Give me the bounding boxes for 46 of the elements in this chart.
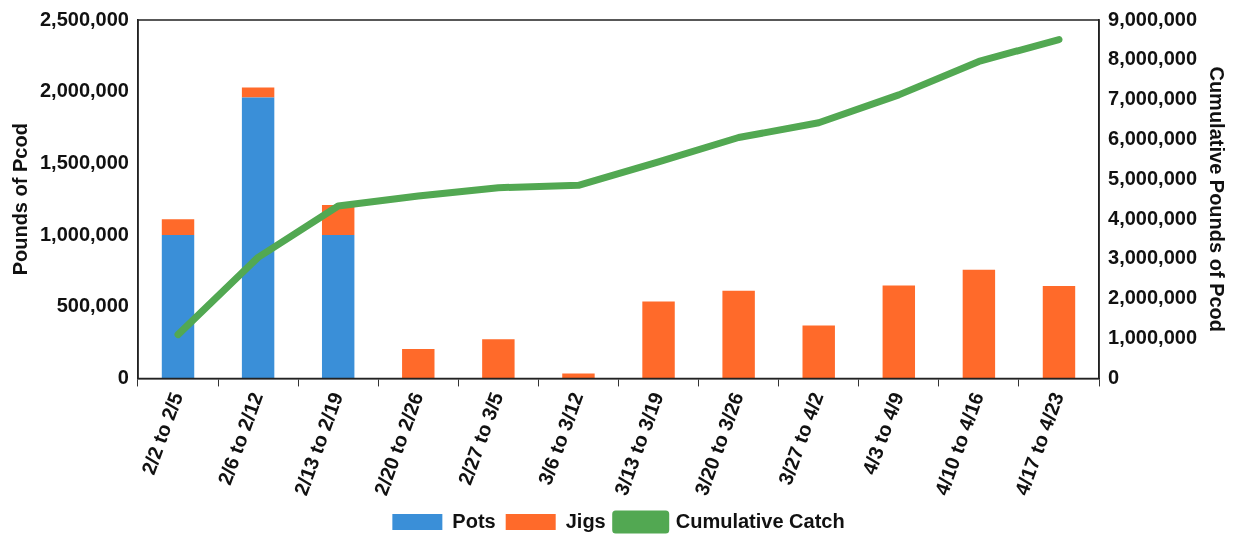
x-tick-label: 2/13 to 2/19 xyxy=(289,389,348,499)
legend-label: Jigs xyxy=(565,509,606,532)
bar xyxy=(642,301,675,379)
x-tick-label: 2/2 to 2/5 xyxy=(137,389,187,478)
bar xyxy=(722,290,755,379)
y-tick-label: 2,500,000 xyxy=(39,7,129,30)
x-tick-label: 4/10 to 4/16 xyxy=(930,389,988,499)
y-tick-label: 2,000,000 xyxy=(39,79,129,102)
x-tick-label: 4/3 to 4/9 xyxy=(857,389,908,478)
y2-tick-label: 0 xyxy=(1108,365,1120,388)
y2-tick-label: 2,000,000 xyxy=(1108,286,1198,309)
y2-tick-label: 6,000,000 xyxy=(1108,127,1198,149)
y-tick-label: 1,500,000 xyxy=(39,150,129,173)
y2-axis-title: Cumulative Pounds of Pcod xyxy=(1206,66,1229,333)
bar xyxy=(321,235,355,379)
y2-tick-label: 4,000,000 xyxy=(1108,206,1198,229)
x-tick-label: 2/27 to 3/5 xyxy=(453,389,508,488)
y2-tick-label: 3,000,000 xyxy=(1108,246,1198,269)
bar xyxy=(161,235,195,379)
x-tick-label: 3/13 to 3/19 xyxy=(609,389,668,499)
bar xyxy=(882,285,916,379)
bar xyxy=(161,219,195,236)
y-tick-label: 500,000 xyxy=(56,294,129,317)
y-tick-label: 0 xyxy=(117,365,129,388)
x-tick-label: 3/27 to 4/2 xyxy=(773,389,828,488)
legend-label: Pots xyxy=(452,509,496,532)
bar xyxy=(962,269,996,379)
x-tick-label: 2/6 to 2/12 xyxy=(213,389,268,488)
y2-tick-label: 9,000,000 xyxy=(1108,7,1198,30)
x-tick-label: 3/6 to 3/12 xyxy=(533,389,588,488)
x-tick-label: 4/17 to 4/23 xyxy=(1010,389,1068,499)
bar xyxy=(241,87,275,98)
bar xyxy=(1042,285,1076,379)
x-tick-label: 3/20 to 3/26 xyxy=(690,389,748,499)
bar xyxy=(482,339,515,379)
y-axis-title: Pounds of Pcod xyxy=(8,123,31,276)
bar xyxy=(241,97,275,379)
y2-tick-label: 1,000,000 xyxy=(1108,326,1198,349)
x-tick-label: 2/20 to 2/26 xyxy=(369,389,428,499)
y2-tick-label: 8,000,000 xyxy=(1108,47,1198,70)
bar xyxy=(802,325,835,379)
bar xyxy=(402,349,435,379)
y2-tick-label: 5,000,000 xyxy=(1108,166,1198,189)
y2-tick-label: 7,000,000 xyxy=(1108,87,1198,110)
y-tick-label: 1,000,000 xyxy=(39,222,129,245)
legend-label: Cumulative Catch xyxy=(675,509,845,532)
